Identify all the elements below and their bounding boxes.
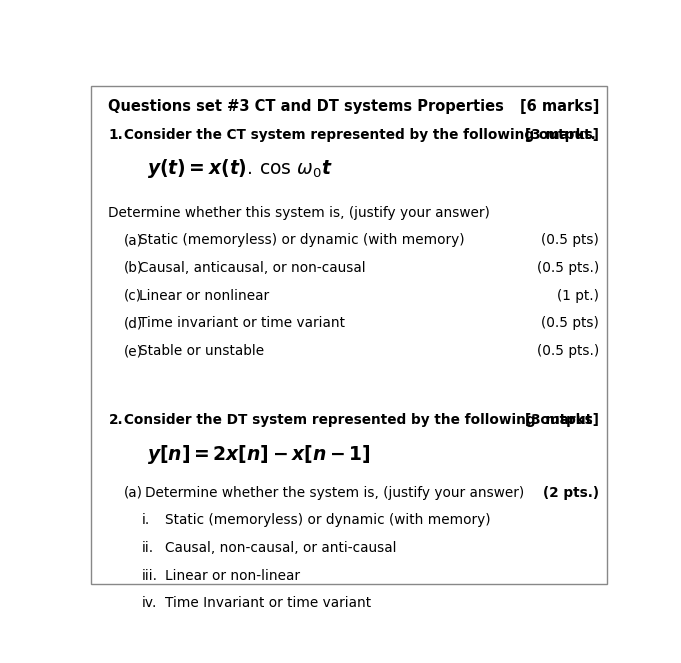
- Text: (0.5 pts): (0.5 pts): [541, 316, 599, 330]
- Text: (1 pt.): (1 pt.): [557, 288, 599, 303]
- Text: Causal, anticausal, or non-causal: Causal, anticausal, or non-causal: [140, 261, 366, 275]
- Text: (a): (a): [124, 233, 143, 247]
- Text: Static (memoryless) or dynamic (with memory): Static (memoryless) or dynamic (with mem…: [165, 513, 490, 527]
- Text: 1.: 1.: [108, 128, 123, 142]
- Text: 2.: 2.: [108, 414, 123, 428]
- Text: Consider the DT system represented by the following output: Consider the DT system represented by th…: [124, 414, 592, 428]
- Text: [3 marks]: [3 marks]: [525, 414, 599, 428]
- Text: Causal, non-causal, or anti-causal: Causal, non-causal, or anti-causal: [165, 541, 396, 555]
- Text: Time invariant or time variant: Time invariant or time variant: [140, 316, 345, 330]
- Text: iii.: iii.: [142, 569, 158, 583]
- Text: (0.5 pts.): (0.5 pts.): [537, 261, 599, 275]
- Text: Questions set #3 CT and DT systems Properties: Questions set #3 CT and DT systems Prope…: [108, 99, 504, 114]
- Text: Static (memoryless) or dynamic (with memory): Static (memoryless) or dynamic (with mem…: [140, 233, 465, 247]
- Text: (b): (b): [124, 261, 143, 275]
- Text: Determine whether the system is, (justify your answer): Determine whether the system is, (justif…: [145, 485, 524, 499]
- Text: $\boldsymbol{y(t) = x(t).\,\cos\,\omega_0 t}$: $\boldsymbol{y(t) = x(t).\,\cos\,\omega_…: [147, 157, 333, 180]
- Text: Linear or nonlinear: Linear or nonlinear: [140, 288, 270, 303]
- Text: i.: i.: [142, 513, 150, 527]
- Text: (e): (e): [124, 344, 143, 358]
- Text: Stable or unstable: Stable or unstable: [140, 344, 264, 358]
- Text: iv.: iv.: [142, 597, 157, 611]
- Text: Determine whether this system is, (justify your answer): Determine whether this system is, (justi…: [108, 206, 490, 219]
- Text: (2 pts.): (2 pts.): [543, 485, 599, 499]
- Text: ii.: ii.: [142, 541, 154, 555]
- Text: (c): (c): [124, 288, 142, 303]
- Text: Consider the CT system represented by the following output.: Consider the CT system represented by th…: [124, 128, 596, 142]
- Text: (d): (d): [124, 316, 143, 330]
- Text: $\boldsymbol{y[n] = 2x[n] - x[n-1]}$: $\boldsymbol{y[n] = 2x[n] - x[n-1]}$: [147, 442, 370, 465]
- Text: (0.5 pts): (0.5 pts): [541, 233, 599, 247]
- Text: (a): (a): [124, 485, 143, 499]
- Text: (0.5 pts.): (0.5 pts.): [537, 344, 599, 358]
- Text: [3 marks]: [3 marks]: [525, 128, 599, 142]
- Text: Time Invariant or time variant: Time Invariant or time variant: [165, 597, 371, 611]
- Text: Linear or non-linear: Linear or non-linear: [165, 569, 300, 583]
- Text: [6 marks]: [6 marks]: [520, 99, 599, 114]
